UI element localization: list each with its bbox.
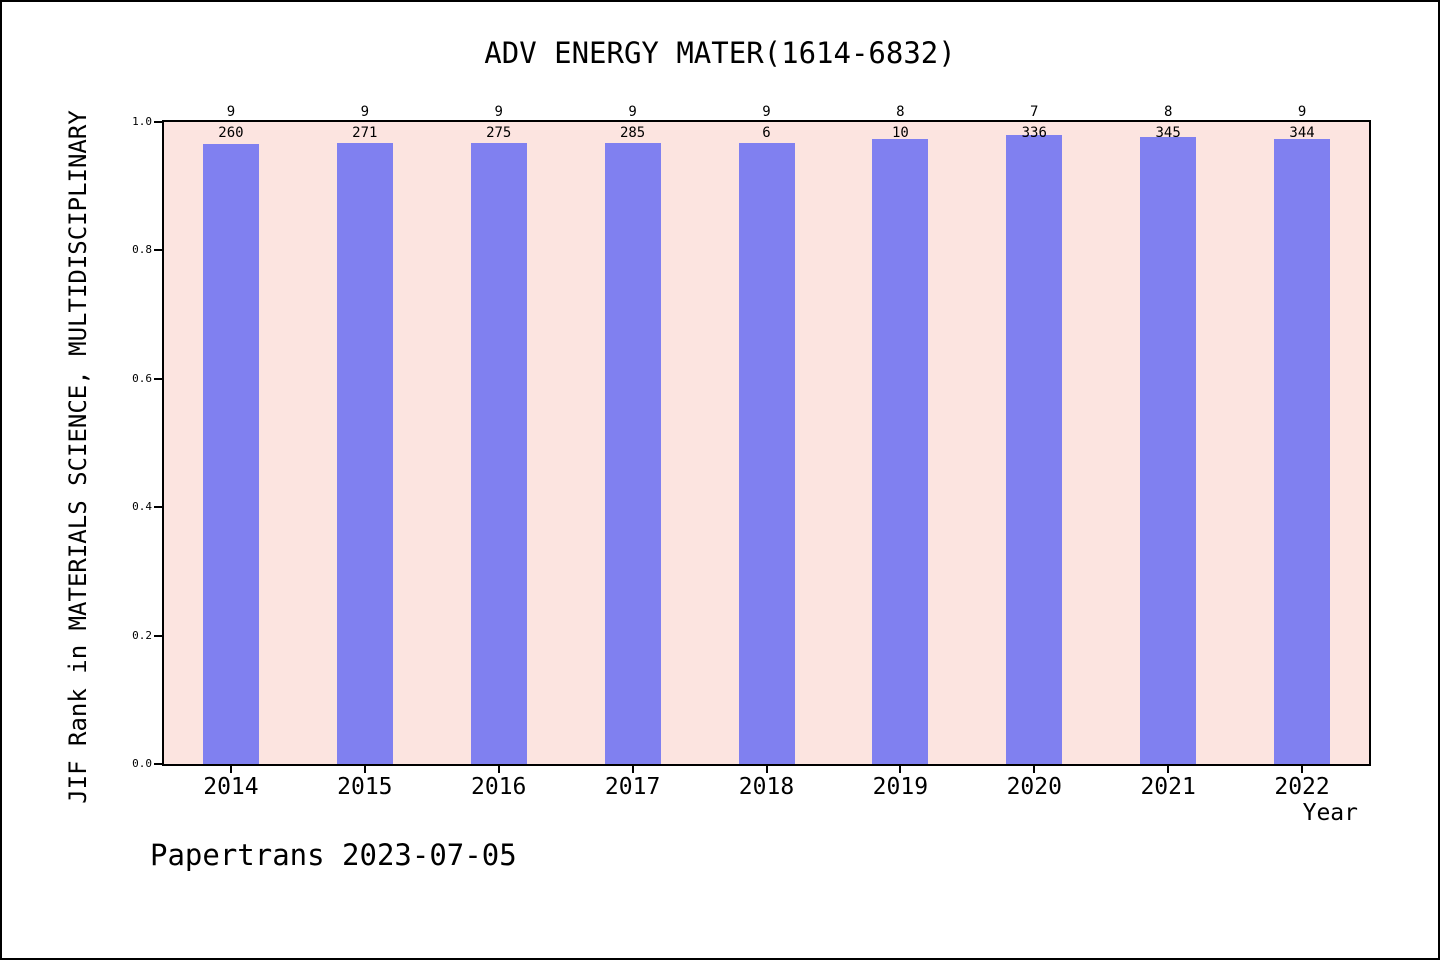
y-tick-mark [154,634,162,637]
y-tick-mark [154,377,162,380]
x-tick-label: 2022 [1274,774,1330,800]
x-tick-label: 2014 [203,774,259,800]
y-tick-mark [154,121,162,123]
bar-rank-label: 9 [494,104,503,120]
bar-rank-label: 9 [226,104,236,120]
x-tick-label: 2016 [471,774,527,800]
bar [738,142,795,764]
bar [872,138,929,764]
bar-count-label: 10 [891,125,909,141]
x-tick-mark [497,766,500,773]
x-tick-mark [363,766,366,773]
bar-count-label: 260 [218,125,244,141]
footer-caption: Papertrans 2023-07-05 [150,838,517,872]
bar [336,143,393,764]
x-tick-mark [229,766,232,773]
y-tick-label: 0.0 [132,757,152,770]
y-tick-mark [154,763,162,765]
bar-count-label: 271 [352,125,378,141]
bar-count-label: 336 [1021,125,1047,141]
y-tick-mark [154,249,162,252]
bar-count-label: 344 [1289,125,1315,141]
bar-rank-label: 8 [896,104,905,120]
x-tick-mark [899,766,902,773]
bar-count-label: 345 [1155,125,1181,141]
bar-count-label: 275 [486,125,512,141]
bar-rank-label: 8 [1163,104,1173,120]
bar [604,142,661,764]
x-tick-label: 2019 [872,774,929,800]
x-tick-label: 2020 [1006,774,1062,800]
y-tick-label: 0.6 [132,371,152,385]
x-axis-label: Year [1302,800,1358,826]
bar-rank-label: 9 [360,104,370,120]
x-tick-mark [765,766,768,773]
chart-title: ADV ENERGY MATER(1614-6832) [484,36,956,70]
bar [1006,135,1063,764]
y-tick-label: 0.8 [132,243,152,257]
bar-rank-label: 9 [1297,104,1307,120]
bar-rank-label: 9 [762,104,771,120]
x-tick-label: 2017 [604,774,661,800]
x-tick-mark [631,766,634,773]
y-axis-label: JIF Rank in MATERIALS SCIENCE, MULTIDISC… [64,110,92,804]
y-tick-label: 0.4 [132,500,152,514]
y-tick-mark [154,506,162,509]
bar-count-label: 6 [762,125,771,141]
y-tick-label: 1.0 [132,115,152,128]
bar-rank-label: 7 [1030,104,1039,120]
bar [1274,138,1331,764]
x-tick-mark [1301,766,1304,773]
y-tick-label: 0.2 [132,628,152,642]
plot-area: 9 260 9 271 9 275 9 285 9 6 8 10 7 336 8 345 9 344 [162,104,1371,766]
x-tick-label: 2021 [1140,774,1196,800]
bar [202,144,259,764]
x-tick-mark [1033,766,1036,773]
bar [470,143,527,764]
x-tick-label: 2015 [337,774,393,800]
x-tick-mark [1167,766,1170,773]
bar-rank-label: 9 [628,104,637,120]
bar-count-label: 285 [619,125,646,141]
x-tick-label: 2018 [738,774,795,800]
bar [1140,136,1197,764]
